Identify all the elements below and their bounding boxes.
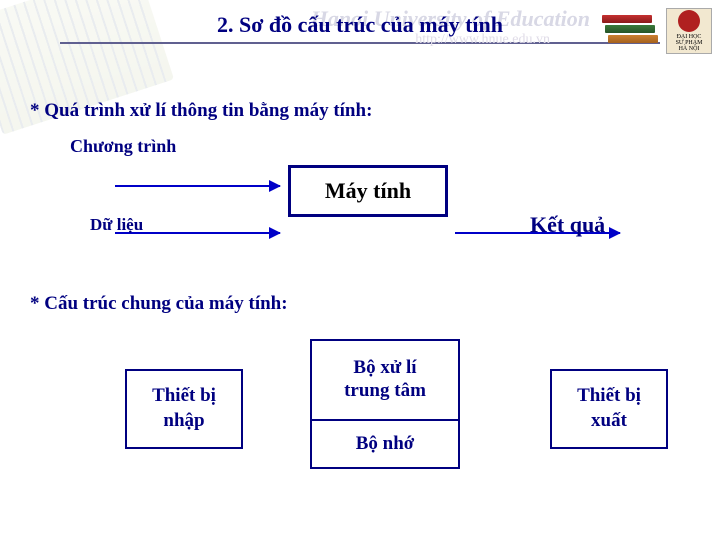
logo-emblem-icon <box>678 10 700 32</box>
input-label-line2: nhập <box>163 409 204 434</box>
cpu-label-line1: Bộ xử lí <box>353 357 416 378</box>
book-icon <box>608 35 658 43</box>
university-logo: ĐẠI HỌC SƯ PHẠM HÀ NỘI <box>666 8 712 54</box>
slide-content: * Quá trình xử lí thông tin bằng máy tín… <box>0 80 720 509</box>
slide-header: Hanoi University of Education http://www… <box>0 0 720 80</box>
section2-label: * Cấu trúc chung của máy tính: <box>30 293 690 315</box>
output-label-line2: xuất <box>591 409 627 434</box>
program-label: Chương trình <box>70 136 690 157</box>
arrow-icon <box>115 185 280 187</box>
output-label-line1: Thiết bị <box>577 384 641 409</box>
data-label: Dữ liệu <box>90 215 143 235</box>
section1-label: * Quá trình xử lí thông tin bằng máy tín… <box>30 100 690 122</box>
logo-text: HÀ NỘI <box>679 46 700 52</box>
cpu-memory-box: Bộ xử lí trung tâm Bộ nhớ <box>310 339 460 469</box>
memory-box: Bộ nhớ <box>312 421 458 467</box>
computer-box-label: Máy tính <box>325 178 411 204</box>
input-device-box: Thiết bị nhập <box>125 369 243 449</box>
process-diagram: Máy tính Dữ liệu Kết quả <box>30 157 690 277</box>
input-label-line1: Thiết bị <box>152 384 216 409</box>
output-device-box: Thiết bị xuất <box>550 369 668 449</box>
computer-box: Máy tính <box>288 165 448 217</box>
title-underline <box>60 42 660 44</box>
book-stack-icon <box>602 15 662 47</box>
book-icon <box>605 25 655 33</box>
logo-area: ĐẠI HỌC SƯ PHẠM HÀ NỘI <box>602 8 712 54</box>
book-icon <box>602 15 652 23</box>
cpu-box: Bộ xử lí trung tâm <box>312 341 458 421</box>
memory-label: Bộ nhớ <box>356 433 415 455</box>
structure-diagram: Thiết bị nhập Bộ xử lí trung tâm Bộ nhớ … <box>30 329 690 489</box>
result-label: Kết quả <box>530 212 605 238</box>
cpu-label-line2: trung tâm <box>344 380 426 401</box>
